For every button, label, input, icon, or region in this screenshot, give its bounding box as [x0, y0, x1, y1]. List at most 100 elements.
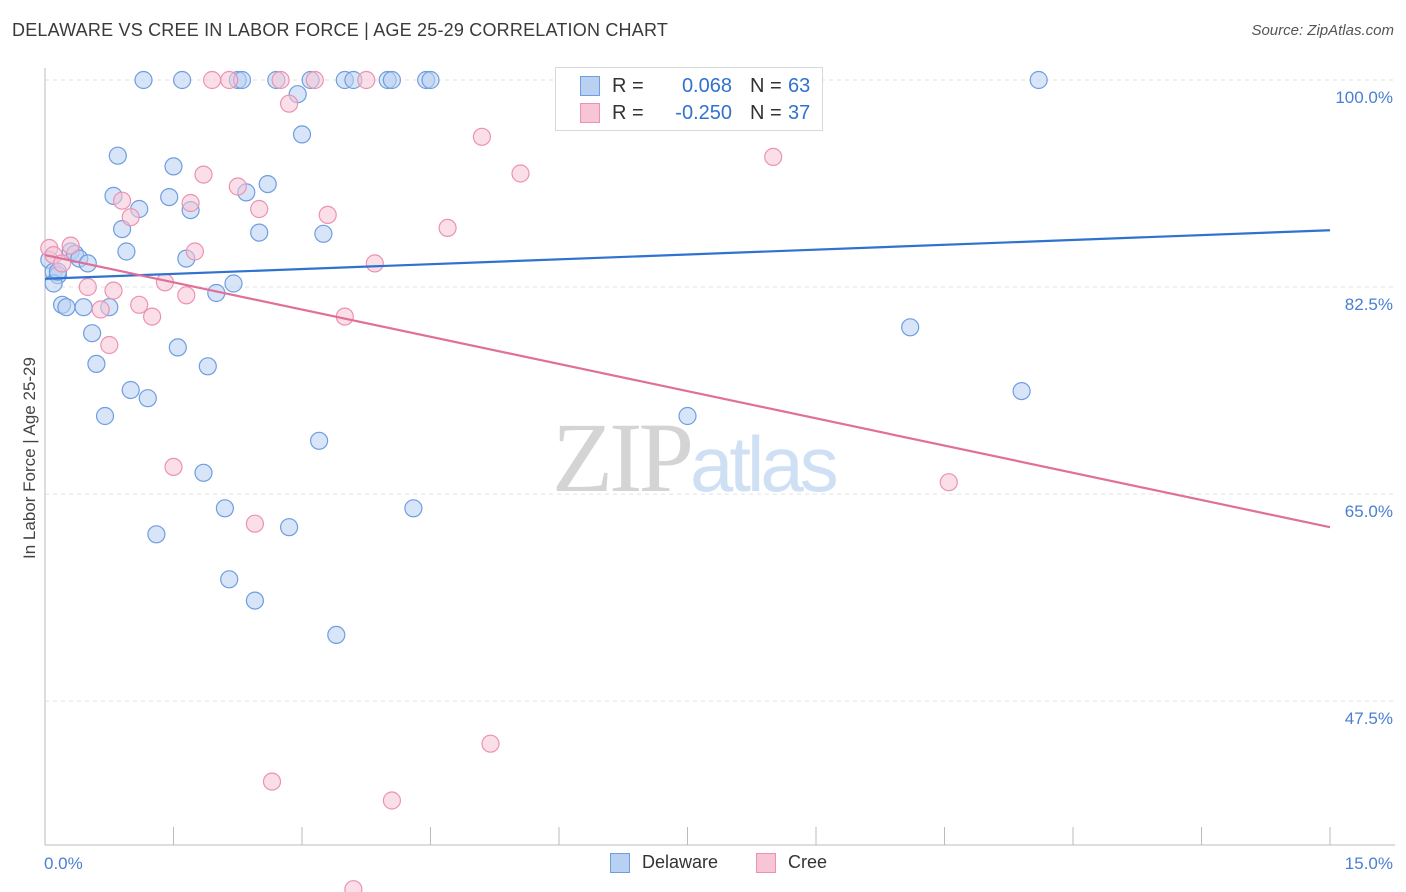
- cree-point: [181, 193, 200, 213]
- delaware-point: [198, 357, 217, 376]
- cree-trendline: [44, 254, 1331, 529]
- delaware-point: [147, 525, 166, 544]
- chart-title: DELAWARE VS CREE IN LABOR FORCE | AGE 25…: [12, 20, 669, 40]
- delaware-point: [901, 318, 920, 337]
- legend-swatch-cree: [580, 103, 600, 123]
- cree-point: [130, 295, 149, 314]
- cree-point: [357, 70, 376, 90]
- delaware-point: [57, 298, 76, 317]
- y-axis-label: In Labor Force | Age 25-29: [20, 357, 39, 559]
- delaware-point: [327, 625, 346, 645]
- legend-r-value: 0.068: [681, 74, 732, 97]
- delaware-point: [258, 175, 277, 194]
- delaware-point: [280, 518, 299, 537]
- cree-point: [228, 177, 247, 196]
- cree-point: [438, 218, 457, 237]
- delaware-point: [87, 354, 106, 373]
- delaware-point: [194, 463, 213, 482]
- delaware-point: [164, 157, 183, 176]
- cree-point: [143, 307, 162, 326]
- cree-point: [365, 254, 384, 273]
- delaware-point: [121, 380, 140, 400]
- cree-point: [764, 147, 783, 166]
- y-tick-label: 100.0%: [1335, 88, 1393, 107]
- delaware-point: [292, 125, 312, 144]
- y-tick-label: 65.0%: [1345, 502, 1393, 521]
- delaware-point: [310, 431, 329, 450]
- legend-r-label: R =: [612, 74, 644, 97]
- cree-point: [91, 300, 110, 319]
- cree-point: [271, 70, 290, 90]
- legend-n-label: N =: [750, 74, 782, 97]
- legend-n-value: 37: [788, 101, 811, 124]
- watermark-atlas: atlas: [690, 420, 839, 508]
- cree-point: [280, 94, 299, 113]
- delaware-point: [74, 298, 93, 317]
- cree-point: [104, 281, 123, 300]
- cree-point: [185, 242, 204, 261]
- delaware-point: [245, 591, 264, 610]
- delaware-point: [1029, 70, 1048, 90]
- cree-point: [203, 70, 222, 90]
- delaware-point: [173, 70, 192, 90]
- x-tick-label: 15.0%: [1345, 854, 1393, 873]
- delaware-point: [138, 389, 157, 408]
- cree-point: [481, 734, 500, 753]
- delaware-point: [224, 274, 243, 293]
- bottom-legend-swatch-cree: [756, 852, 776, 873]
- delaware-point: [678, 406, 697, 426]
- cree-point: [112, 191, 132, 210]
- delaware-point: [382, 70, 401, 90]
- cree-point: [939, 473, 958, 492]
- bottom-legend-cree: Cree: [756, 852, 827, 873]
- legend-row-cree: R = -0.250 N = 37: [580, 100, 828, 126]
- cree-point: [177, 286, 196, 305]
- source-note: Source: ZipAtlas.com: [1251, 22, 1394, 39]
- legend-swatch-delaware: [580, 76, 600, 96]
- cree-point: [121, 208, 140, 227]
- legend-r-label: R =: [612, 101, 644, 124]
- cree-point: [305, 70, 324, 90]
- delaware-point: [220, 570, 239, 589]
- legend-n-value: 63: [788, 74, 811, 97]
- delaware-point: [421, 70, 440, 90]
- cree-point: [61, 236, 80, 255]
- cree-point: [318, 205, 337, 224]
- delaware-point: [95, 406, 115, 426]
- cree-point: [245, 514, 264, 533]
- cree-point: [78, 277, 97, 297]
- delaware-point: [108, 146, 127, 165]
- cree-point: [100, 335, 119, 355]
- delaware-point: [404, 499, 423, 518]
- x-tick-label: 0.0%: [44, 854, 83, 873]
- bottom-legend-delaware: Delaware: [610, 852, 718, 873]
- cree-point: [511, 164, 530, 183]
- delaware-point: [160, 188, 179, 207]
- bottom-legend-label-delaware: Delaware: [642, 852, 719, 872]
- y-tick-label: 82.5%: [1345, 295, 1393, 314]
- cree-point: [472, 127, 491, 146]
- y-tick-label: 47.5%: [1345, 709, 1393, 728]
- delaware-point: [117, 242, 136, 261]
- delaware-point: [215, 499, 234, 518]
- cree-point: [194, 165, 213, 184]
- cree-point: [220, 70, 239, 90]
- cree-point: [344, 880, 363, 892]
- legend: R = 0.068 N = 63 R = -0.250 N = 37: [555, 67, 823, 131]
- legend-n-label: N =: [750, 101, 782, 124]
- delaware-point: [250, 223, 269, 242]
- cree-point: [382, 791, 401, 810]
- bottom-legend-label-cree: Cree: [788, 852, 828, 872]
- cree-point: [164, 457, 183, 476]
- delaware-point: [1012, 382, 1031, 401]
- legend-row-delaware: R = 0.068 N = 63: [580, 73, 828, 99]
- delaware-trendline: [44, 229, 1331, 280]
- delaware-point: [134, 70, 153, 90]
- bottom-legend-swatch-delaware: [610, 852, 630, 873]
- delaware-point: [168, 338, 187, 357]
- cree-point: [250, 199, 269, 219]
- delaware-point: [314, 224, 333, 243]
- delaware-point: [82, 324, 102, 343]
- legend-r-value: -0.250: [675, 101, 732, 124]
